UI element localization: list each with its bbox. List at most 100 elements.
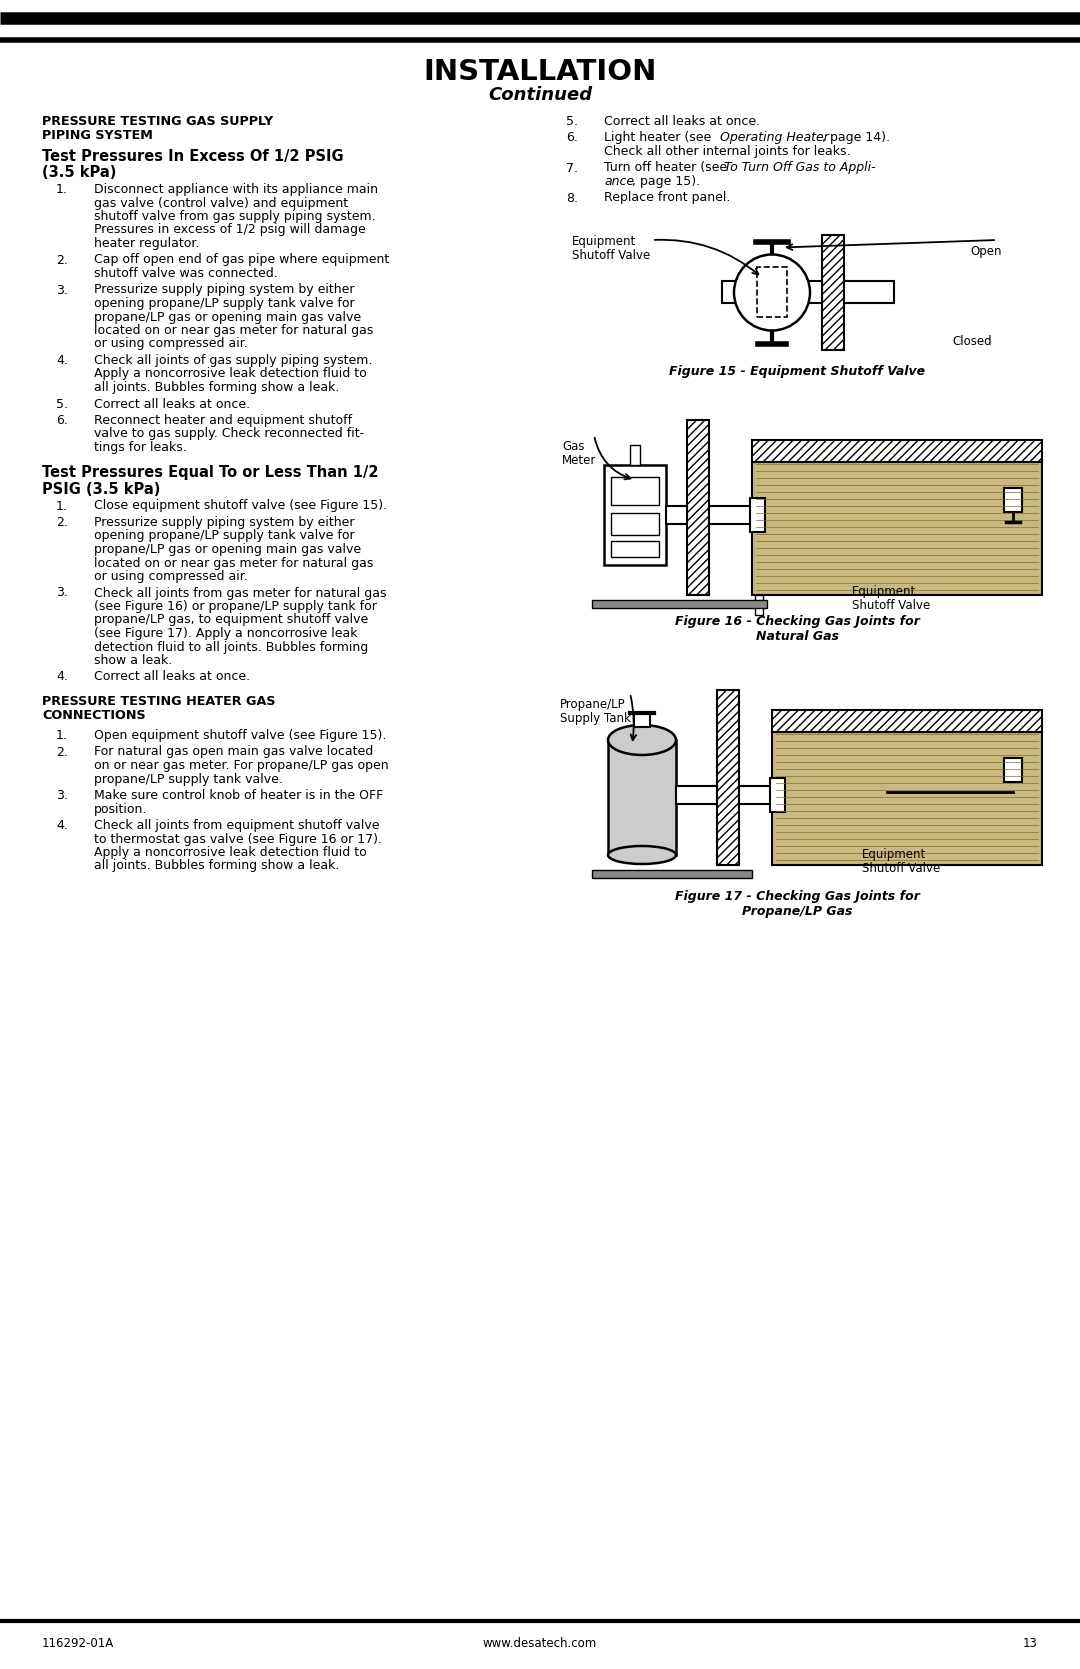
Text: PIPING SYSTEM: PIPING SYSTEM xyxy=(42,129,153,142)
Text: Equipment: Equipment xyxy=(572,235,636,249)
Text: CONNECTIONS: CONNECTIONS xyxy=(42,709,146,723)
Text: 4.: 4. xyxy=(56,354,68,367)
Text: Pressures in excess of 1/2 psig will damage: Pressures in excess of 1/2 psig will dam… xyxy=(94,224,366,237)
Text: Check all joints of gas supply piping system.: Check all joints of gas supply piping sy… xyxy=(94,354,373,367)
Text: ance: ance xyxy=(604,175,634,189)
Text: Light heater (see: Light heater (see xyxy=(604,132,715,145)
Text: To Turn Off Gas to Appli-: To Turn Off Gas to Appli- xyxy=(724,162,876,175)
Text: 5.: 5. xyxy=(56,397,68,411)
Ellipse shape xyxy=(608,846,676,865)
Text: Figure 17 - Checking Gas Joints for
Propane/LP Gas: Figure 17 - Checking Gas Joints for Prop… xyxy=(675,890,919,918)
Text: 13: 13 xyxy=(1023,1637,1038,1651)
Text: Test Pressures Equal To or Less Than 1/2: Test Pressures Equal To or Less Than 1/2 xyxy=(42,466,378,481)
Text: (see Figure 17). Apply a noncorrosive leak: (see Figure 17). Apply a noncorrosive le… xyxy=(94,628,357,639)
Bar xyxy=(843,282,894,304)
Text: Shutoff Valve: Shutoff Valve xyxy=(862,861,941,875)
Text: 6.: 6. xyxy=(566,132,578,145)
Text: 4.: 4. xyxy=(56,819,68,833)
Text: Check all joints from equipment shutoff valve: Check all joints from equipment shutoff … xyxy=(94,819,379,833)
Text: , page 15).: , page 15). xyxy=(632,175,700,189)
Text: located on or near gas meter for natural gas: located on or near gas meter for natural… xyxy=(94,324,374,337)
Text: Correct all leaks at once.: Correct all leaks at once. xyxy=(94,397,251,411)
Text: Test Pressures In Excess Of 1/2 PSIG: Test Pressures In Excess Of 1/2 PSIG xyxy=(42,149,343,164)
Text: PRESSURE TESTING HEATER GAS: PRESSURE TESTING HEATER GAS xyxy=(42,694,275,708)
Text: to thermostat gas valve (see Figure 16 or 17).: to thermostat gas valve (see Figure 16 o… xyxy=(94,833,382,846)
Text: 1.: 1. xyxy=(56,184,68,195)
Bar xyxy=(772,733,1042,865)
Bar xyxy=(676,786,717,804)
Text: Equipment: Equipment xyxy=(862,848,927,861)
Bar xyxy=(604,466,666,566)
Text: all joints. Bubbles forming show a leak.: all joints. Bubbles forming show a leak. xyxy=(94,860,339,873)
Text: Open equipment shutoff valve (see Figure 15).: Open equipment shutoff valve (see Figure… xyxy=(94,729,387,743)
Text: 3.: 3. xyxy=(56,284,68,297)
Text: or using compressed air.: or using compressed air. xyxy=(94,571,247,582)
Text: Pressurize supply piping system by either: Pressurize supply piping system by eithe… xyxy=(94,284,354,297)
Text: Closed: Closed xyxy=(953,335,993,349)
Text: 1.: 1. xyxy=(56,729,68,743)
Text: PSIG (3.5 kPa): PSIG (3.5 kPa) xyxy=(42,481,160,496)
Bar xyxy=(723,282,822,304)
Bar xyxy=(822,235,843,350)
Text: Shutoff Valve: Shutoff Valve xyxy=(852,599,930,613)
Text: Close equipment shutoff valve (see Figure 15).: Close equipment shutoff valve (see Figur… xyxy=(94,499,387,512)
Text: Continued: Continued xyxy=(488,87,592,103)
Text: 5.: 5. xyxy=(566,115,578,129)
Text: located on or near gas meter for natural gas: located on or near gas meter for natural… xyxy=(94,556,374,569)
Text: position.: position. xyxy=(94,803,147,816)
Bar xyxy=(634,713,650,728)
Text: For natural gas open main gas valve located: For natural gas open main gas valve loca… xyxy=(94,746,374,758)
Bar xyxy=(592,599,767,608)
Text: show a leak.: show a leak. xyxy=(94,654,172,668)
Text: opening propane/LP supply tank valve for: opening propane/LP supply tank valve for xyxy=(94,529,354,542)
Text: Operating Heater: Operating Heater xyxy=(720,132,828,145)
Bar xyxy=(1004,487,1022,512)
Text: Propane/LP: Propane/LP xyxy=(561,698,625,711)
Bar xyxy=(750,497,765,532)
Bar xyxy=(687,421,708,596)
Text: 3.: 3. xyxy=(56,586,68,599)
Bar xyxy=(772,709,1042,733)
Bar xyxy=(611,477,659,506)
Bar xyxy=(630,446,640,466)
Text: 8.: 8. xyxy=(566,192,578,205)
Text: Correct all leaks at once.: Correct all leaks at once. xyxy=(604,115,760,129)
Text: 2.: 2. xyxy=(56,516,68,529)
Text: on or near gas meter. For propane/LP gas open: on or near gas meter. For propane/LP gas… xyxy=(94,759,389,773)
Text: Meter: Meter xyxy=(562,454,596,467)
Bar xyxy=(708,506,752,524)
Text: propane/LP gas, to equipment shutoff valve: propane/LP gas, to equipment shutoff val… xyxy=(94,614,368,626)
Ellipse shape xyxy=(608,724,676,754)
Text: valve to gas supply. Check reconnected fit-: valve to gas supply. Check reconnected f… xyxy=(94,427,364,441)
Text: PRESSURE TESTING GAS SUPPLY: PRESSURE TESTING GAS SUPPLY xyxy=(42,115,273,129)
Text: Correct all leaks at once.: Correct all leaks at once. xyxy=(94,671,251,684)
Bar xyxy=(592,870,752,878)
Text: shutoff valve from gas supply piping system.: shutoff valve from gas supply piping sys… xyxy=(94,210,376,224)
Text: 2.: 2. xyxy=(56,254,68,267)
Text: INSTALLATION: INSTALLATION xyxy=(423,58,657,87)
Text: 116292-01A: 116292-01A xyxy=(42,1637,114,1651)
Text: Turn off heater (see: Turn off heater (see xyxy=(604,162,731,175)
Text: detection fluid to all joints. Bubbles forming: detection fluid to all joints. Bubbles f… xyxy=(94,641,368,654)
Text: 4.: 4. xyxy=(56,671,68,684)
Text: propane/LP gas or opening main gas valve: propane/LP gas or opening main gas valve xyxy=(94,310,361,324)
Text: heater regulator.: heater regulator. xyxy=(94,237,200,250)
Bar xyxy=(770,778,785,813)
Text: propane/LP gas or opening main gas valve: propane/LP gas or opening main gas valve xyxy=(94,542,361,556)
Bar xyxy=(611,512,659,536)
Text: Figure 16 - Checking Gas Joints for
Natural Gas: Figure 16 - Checking Gas Joints for Natu… xyxy=(675,614,919,643)
Bar xyxy=(755,596,762,614)
Text: Apply a noncorrosive leak detection fluid to: Apply a noncorrosive leak detection flui… xyxy=(94,367,367,381)
Text: Gas: Gas xyxy=(562,441,584,452)
Text: Equipment: Equipment xyxy=(852,586,916,598)
Text: 1.: 1. xyxy=(56,499,68,512)
Bar xyxy=(752,462,1042,596)
Text: www.desatech.com: www.desatech.com xyxy=(483,1637,597,1651)
Text: or using compressed air.: or using compressed air. xyxy=(94,337,247,350)
Bar xyxy=(666,506,687,524)
Text: Make sure control knob of heater is in the OFF: Make sure control knob of heater is in t… xyxy=(94,789,383,803)
Bar xyxy=(1004,758,1022,783)
Text: shutoff valve was connected.: shutoff valve was connected. xyxy=(94,267,278,280)
Text: opening propane/LP supply tank valve for: opening propane/LP supply tank valve for xyxy=(94,297,354,310)
Text: 3.: 3. xyxy=(56,789,68,803)
